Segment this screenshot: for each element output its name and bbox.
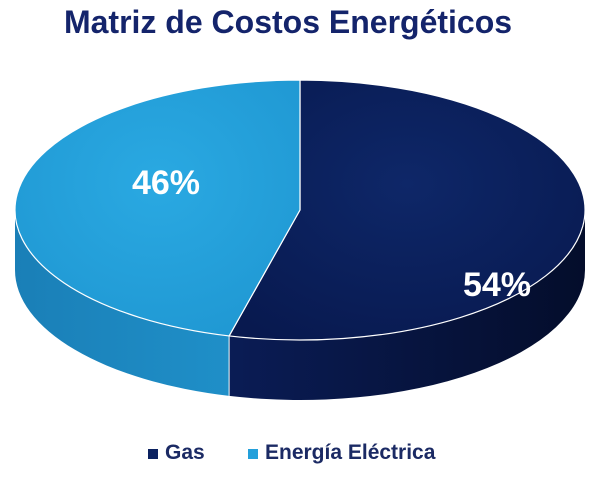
- electric-slice-side: [15, 210, 230, 396]
- electric-slice: [14, 79, 301, 337]
- legend-swatch-gas: [148, 449, 158, 459]
- legend-label-gas: Gas: [165, 441, 205, 464]
- legend-label-electric: Energía Eléctrica: [265, 441, 436, 464]
- gas-slice-side: [229, 210, 585, 401]
- chart-title: Matriz de Costos Energéticos: [64, 4, 512, 40]
- gas-value-label: 54%: [463, 266, 531, 304]
- gas-slice: [228, 79, 586, 341]
- legend-swatch-electric: [248, 449, 258, 459]
- legend: Gas Energía Eléctrica: [148, 441, 436, 464]
- electric-value-label: 46%: [132, 164, 200, 202]
